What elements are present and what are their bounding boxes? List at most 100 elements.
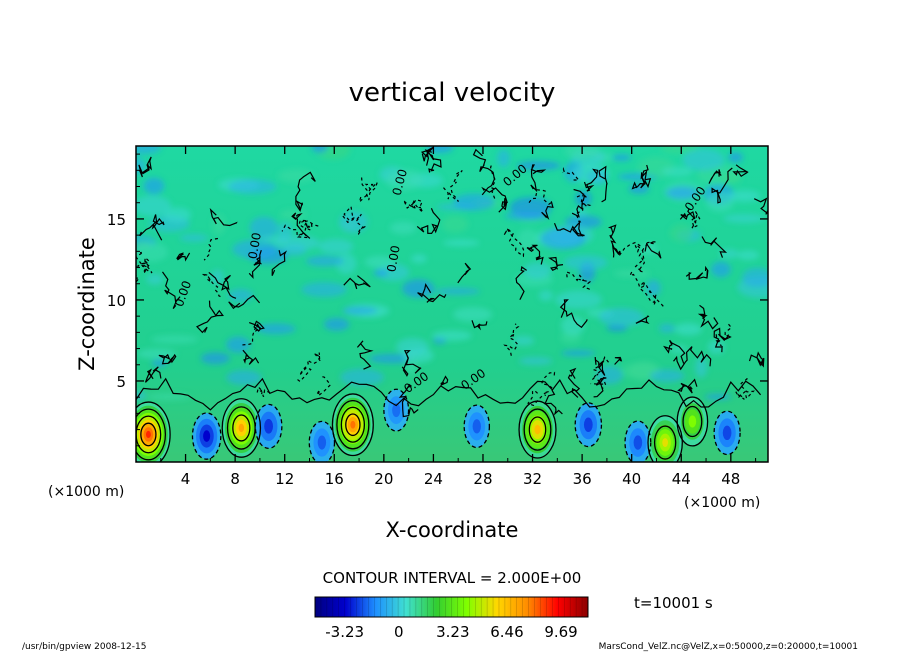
- boundary-contour: [136, 377, 762, 411]
- contour-ring: [345, 413, 361, 437]
- zero-contour: [528, 189, 552, 205]
- zero-contour: [590, 378, 607, 389]
- zero-contour: [295, 171, 316, 213]
- zero-contour: [574, 193, 592, 223]
- x-axis-label: X-coordinate: [386, 518, 519, 542]
- zero-contour: [489, 164, 497, 199]
- x-tick-label: 44: [672, 470, 691, 488]
- zero-contour: [472, 148, 496, 196]
- texture-patch: [226, 336, 251, 353]
- zero-contour: [685, 265, 709, 281]
- zero-contours: [136, 146, 768, 418]
- zero-contour: [442, 169, 463, 202]
- texture-patch: [497, 149, 511, 168]
- texture-patch: [411, 254, 427, 263]
- zero-contour: [196, 300, 224, 334]
- velocity-cell: [625, 421, 651, 462]
- zero-contour: [544, 389, 563, 416]
- background-texture: [136, 146, 768, 401]
- zero-contour: [711, 167, 733, 204]
- texture-patch: [666, 186, 700, 200]
- texture-patch: [301, 282, 347, 298]
- cell-ring: [317, 435, 327, 450]
- contour-ring: [713, 410, 741, 456]
- contour-ring: [647, 415, 683, 462]
- zero-contour: [440, 375, 449, 386]
- contour-ring: [254, 403, 283, 449]
- contour-ring: [340, 406, 366, 443]
- texture-patch: [517, 228, 539, 250]
- texture-patch: [435, 287, 480, 295]
- cell-contours: [676, 396, 709, 447]
- texture-patch: [727, 190, 761, 202]
- zero-contour: [526, 244, 544, 265]
- zero-contour: [548, 256, 564, 271]
- texture-patch: [211, 269, 224, 285]
- texture-patch: [563, 255, 608, 271]
- colorbar-ticks: -3.23 0 3.23 6.46 9.69: [325, 623, 577, 641]
- zero-contour: [540, 371, 556, 389]
- x-tick-label: 4: [181, 470, 191, 488]
- cell-ring: [633, 435, 643, 450]
- texture-patch: [737, 250, 760, 260]
- x-tick-label: 16: [325, 470, 344, 488]
- texture-patch: [650, 369, 685, 383]
- x-tick-label: 12: [275, 470, 294, 488]
- velocity-cell: [677, 397, 708, 446]
- zero-contour: [753, 197, 768, 215]
- texture-patch: [151, 335, 199, 344]
- texture-patch: [260, 235, 288, 243]
- zero-contour: [530, 164, 547, 193]
- texture-patch: [599, 307, 644, 327]
- texture-patch: [200, 352, 230, 365]
- zero-contour: [715, 323, 733, 347]
- zero-contour: [631, 175, 646, 190]
- texture-patch: [561, 315, 585, 336]
- zero-contour: [634, 241, 656, 272]
- texture-patch: [147, 393, 191, 401]
- contour-ring: [140, 422, 157, 447]
- texture-patch: [340, 368, 384, 386]
- footer-left: /usr/bin/gpview 2008-12-15: [22, 642, 146, 652]
- x-tick-label: 8: [230, 470, 240, 488]
- x-tick-label: 40: [622, 470, 641, 488]
- zero-contour: [421, 151, 442, 173]
- cell-ring: [688, 415, 697, 428]
- y-tick-label: 10: [107, 292, 126, 310]
- contour-label: 0.00: [246, 231, 264, 260]
- zero-contour: [553, 220, 585, 237]
- zero-contour: [228, 294, 261, 310]
- zero-contour: [598, 165, 608, 203]
- colorbar-gradient: [315, 597, 588, 617]
- x-tick-label: 28: [473, 470, 492, 488]
- contour-ring: [221, 398, 262, 458]
- zero-contour: [559, 299, 588, 329]
- contour-interval: CONTOUR INTERVAL = 2.000E+00: [323, 569, 582, 587]
- zero-contour: [417, 283, 447, 303]
- texture-patch: [136, 242, 169, 262]
- texture-patch: [232, 239, 277, 259]
- cell-ring: [203, 430, 211, 442]
- zero-contour: [248, 250, 263, 279]
- zero-contour: [296, 352, 321, 383]
- texture-patch: [728, 152, 743, 163]
- colorbar-frame: [314, 596, 589, 618]
- texture-patch: [431, 330, 472, 342]
- zero-contour: [591, 356, 609, 381]
- zero-contour: [209, 208, 238, 227]
- zero-contour: [138, 156, 153, 178]
- zero-contour: [583, 168, 599, 192]
- chart-title: vertical velocity: [349, 78, 556, 108]
- plot-frame: [135, 145, 769, 463]
- x-tick-label: 36: [573, 470, 592, 488]
- x-axis-ticks: 4 8 12 16 20 24 28 32 36 40 44 48: [160, 146, 757, 488]
- texture-patch: [402, 279, 435, 298]
- texture-patch: [443, 239, 480, 247]
- texture-patch: [389, 221, 417, 235]
- zero-contour: [571, 188, 587, 218]
- texture-patch: [540, 227, 586, 250]
- contour-ring: [336, 399, 370, 450]
- zero-contour: [298, 219, 319, 231]
- texture-patch: [279, 209, 307, 220]
- zero-contour: [242, 349, 260, 365]
